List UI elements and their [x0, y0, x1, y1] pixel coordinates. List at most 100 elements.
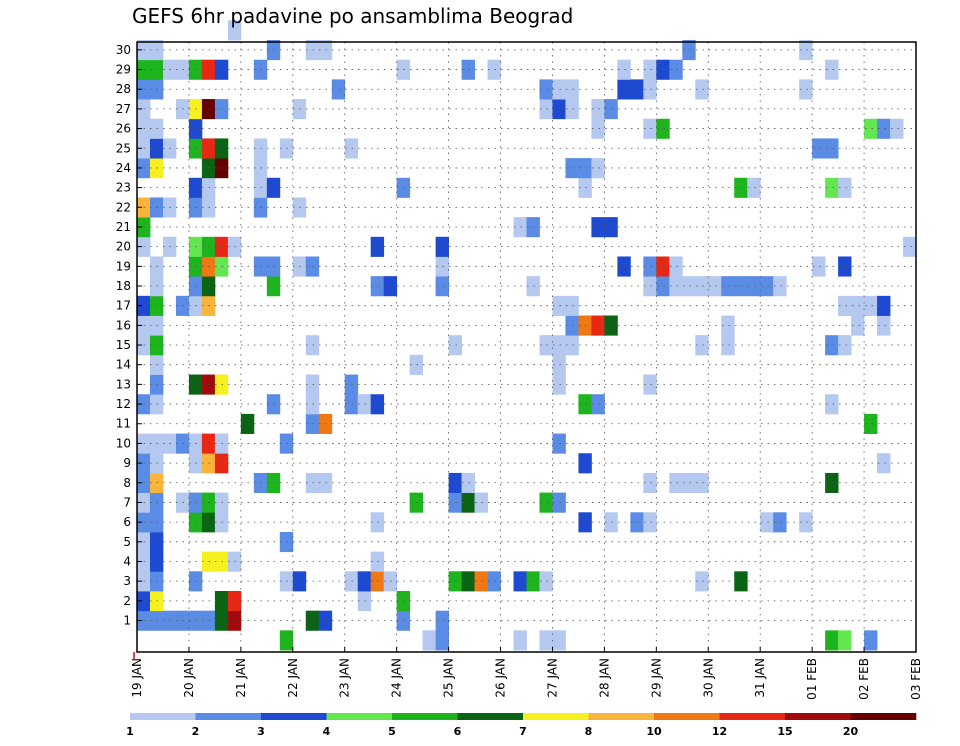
colorbar-swatch [261, 713, 327, 720]
heatmap-cell [552, 354, 566, 375]
heatmap-cell [578, 177, 592, 198]
colorbar-label: 7 [519, 725, 527, 738]
y-tick-label: 1 [123, 614, 131, 628]
heatmap-cell [604, 315, 618, 336]
x-tick-label: 24 JAN [390, 658, 404, 698]
heatmap-cell [864, 630, 878, 651]
heatmap-cell [370, 551, 385, 572]
heatmap-cell [825, 138, 839, 159]
heatmap-cell [591, 217, 605, 238]
heatmap-cell [851, 315, 865, 336]
colorbar-label: 3 [257, 725, 265, 738]
x-tick-label: 02 FEB [857, 658, 871, 700]
y-tick-label: 24 [116, 161, 131, 175]
y-tick-label: 15 [116, 338, 131, 352]
heatmap-cell [370, 571, 385, 592]
x-tick-label: 26 JAN [494, 658, 508, 698]
y-tick-label: 23 [116, 181, 131, 195]
colorbar-swatch [392, 713, 458, 720]
heatmap-cell [292, 571, 307, 592]
heatmap-cell [513, 571, 527, 592]
y-axis: 1234567891011121314151617181920212223242… [116, 43, 142, 628]
x-tick-label: 28 JAN [597, 658, 611, 698]
heatmap-cell [292, 197, 307, 218]
heatmap-cell [565, 158, 579, 179]
heatmap-cell [669, 59, 683, 80]
heatmap-cell [656, 276, 670, 297]
heatmap-cell [552, 630, 566, 651]
heatmap-cell [552, 433, 566, 454]
heatmap-cell [578, 158, 592, 179]
heatmap-cell [578, 315, 592, 336]
heatmap-cell [344, 374, 359, 395]
heatmap-cell [877, 295, 891, 316]
x-tick-label: 30 JAN [701, 658, 715, 698]
heatmap-cell [630, 79, 644, 100]
heatmap-cell [435, 256, 449, 277]
heatmap-cell [539, 79, 553, 100]
heatmap-cell [617, 256, 631, 277]
colorbar-label: 8 [585, 725, 593, 738]
heatmap-cell [656, 118, 670, 139]
heatmap-cell [578, 453, 592, 474]
y-tick-label: 20 [116, 240, 131, 254]
heatmap-cell [877, 118, 891, 139]
heatmap-cell [643, 118, 657, 139]
heatmap-cell [461, 492, 475, 513]
x-tick-label: 31 JAN [753, 658, 767, 698]
heatmap-cell [539, 630, 553, 651]
y-tick-label: 25 [116, 141, 131, 155]
heatmap-cell [643, 59, 657, 80]
y-tick-label: 21 [116, 220, 131, 234]
y-tick-label: 29 [116, 63, 131, 77]
heatmap-cell [721, 315, 735, 336]
heatmap-cell [799, 512, 813, 533]
colorbar-label: 20 [843, 725, 859, 738]
heatmap-cell [825, 472, 839, 494]
heatmap-cell [643, 79, 657, 100]
heatmap-cell [292, 99, 307, 120]
heatmap-cell [643, 374, 657, 395]
heatmap-cell [812, 256, 826, 277]
heatmap-cell [305, 610, 320, 631]
heatmap-cell [526, 217, 540, 238]
heatmap-cell [890, 118, 904, 139]
colorbar-label: 1 [126, 725, 134, 738]
heatmap-cell [643, 472, 657, 494]
heatmap-cell [344, 138, 359, 159]
heatmap-cell [682, 40, 696, 61]
heatmap-cell [305, 394, 320, 415]
colorbar-label: 10 [646, 725, 662, 738]
heatmap-cell [591, 158, 605, 179]
colorbar-swatch [654, 713, 720, 720]
heatmap-cell [344, 394, 359, 415]
heatmap-cell [513, 217, 527, 238]
heatmap-cell [435, 276, 449, 297]
heatmap-cell [643, 512, 657, 533]
heatmap-cell [682, 276, 696, 297]
x-tick-label: 27 JAN [546, 658, 560, 698]
colorbar-swatch [457, 713, 524, 720]
chart-title: GEFS 6hr padavine po ansamblima Beograd [132, 4, 574, 28]
heatmap-cell [669, 256, 683, 277]
heatmap-cell [812, 138, 826, 159]
heatmap-cell [552, 79, 566, 100]
heatmap-cell [474, 492, 488, 513]
y-tick-label: 3 [123, 574, 131, 588]
heatmap-cell [474, 571, 488, 592]
heatmap-cell [682, 472, 696, 494]
heatmap-cell [357, 591, 372, 612]
heatmap-cell [409, 354, 424, 375]
heatmap-cell [773, 512, 787, 533]
heatmap-cell [552, 99, 566, 120]
heatmap-cell [422, 630, 437, 651]
heatmap-cell [578, 512, 592, 533]
colorbar-label: 5 [388, 725, 396, 738]
heatmap-cell [318, 472, 333, 494]
heatmap-cell [435, 610, 449, 631]
heatmap-cell [617, 59, 631, 80]
x-tick-label: 19 JAN [130, 658, 144, 698]
heatmap-cell [565, 335, 579, 356]
heatmap-cell [760, 276, 774, 297]
